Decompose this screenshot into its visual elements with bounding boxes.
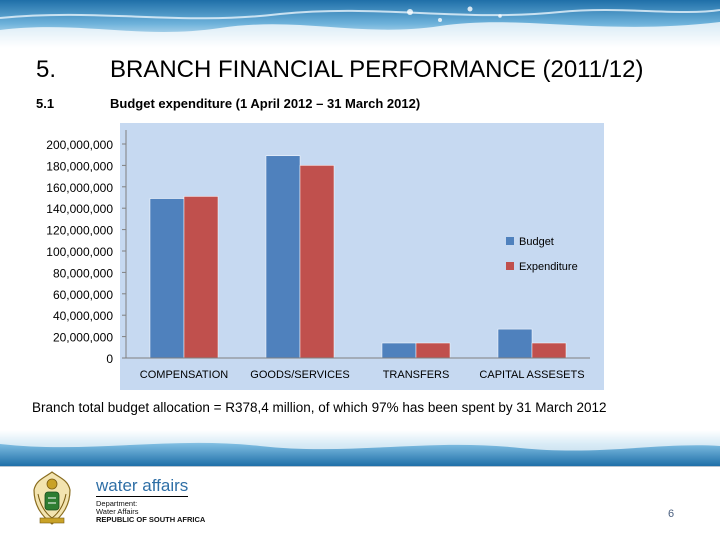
y-tick-label: 60,000,000 [53,288,113,302]
brand-country: REPUBLIC OF SOUTH AFRICA [96,515,206,524]
brand-department-name: Water Affairs [96,507,139,516]
footer-divider [0,466,720,467]
budget-caption: Branch total budget allocation = R378,4 … [32,400,607,415]
heading-title: BRANCH FINANCIAL PERFORMANCE (2011/12) [110,56,644,83]
bar-expenditure-2 [415,342,451,359]
y-tick-label: 200,000,000 [46,138,113,152]
y-tick-label: 20,000,000 [53,331,113,345]
y-tick-label: 0 [106,352,113,366]
subheading-title: Budget expenditure (1 April 2012 – 31 Ma… [110,96,421,111]
subheading-number: 5.1 [36,96,55,111]
bar-budget-1 [265,155,301,359]
legend-label-budget: Budget [519,236,554,248]
y-tick-label: 180,000,000 [46,159,113,173]
y-tick-label: 40,000,000 [53,309,113,323]
bottom-water-banner [0,430,720,466]
y-tick-label: 140,000,000 [46,202,113,216]
bar-chart: 0 20,000,000 40,000,000 60,000,000 80,000,00… [46,123,604,390]
x-tick-label: COMPENSATION [140,369,228,381]
bar-budget-3 [497,328,533,359]
bar-budget-0 [149,198,185,359]
y-tick-label: 80,000,000 [53,266,113,280]
bar-expenditure-0 [183,196,219,359]
page-number: 6 [668,508,675,520]
y-tick-label: 100,000,000 [46,245,113,259]
brand-department-label: Department: [96,499,138,508]
x-tick-label: TRANSFERS [383,369,450,381]
heading-number: 5. [36,56,57,83]
legend-label-expenditure: Expenditure [519,261,578,273]
y-tick-label: 120,000,000 [46,224,113,238]
brand-rule [96,496,188,497]
coat-of-arms-icon [30,470,74,531]
legend-swatch-expenditure [506,262,514,270]
top-water-banner [0,0,720,48]
x-tick-label: CAPITAL ASSESETS [479,369,584,381]
bar-expenditure-3 [531,342,567,359]
bar-budget-2 [381,342,417,359]
brand-name: water affairs [96,476,189,495]
x-tick-label: GOODS/SERVICES [250,369,349,381]
legend-swatch-budget [506,237,514,245]
bar-expenditure-1 [299,165,335,359]
y-tick-label: 160,000,000 [46,181,113,195]
